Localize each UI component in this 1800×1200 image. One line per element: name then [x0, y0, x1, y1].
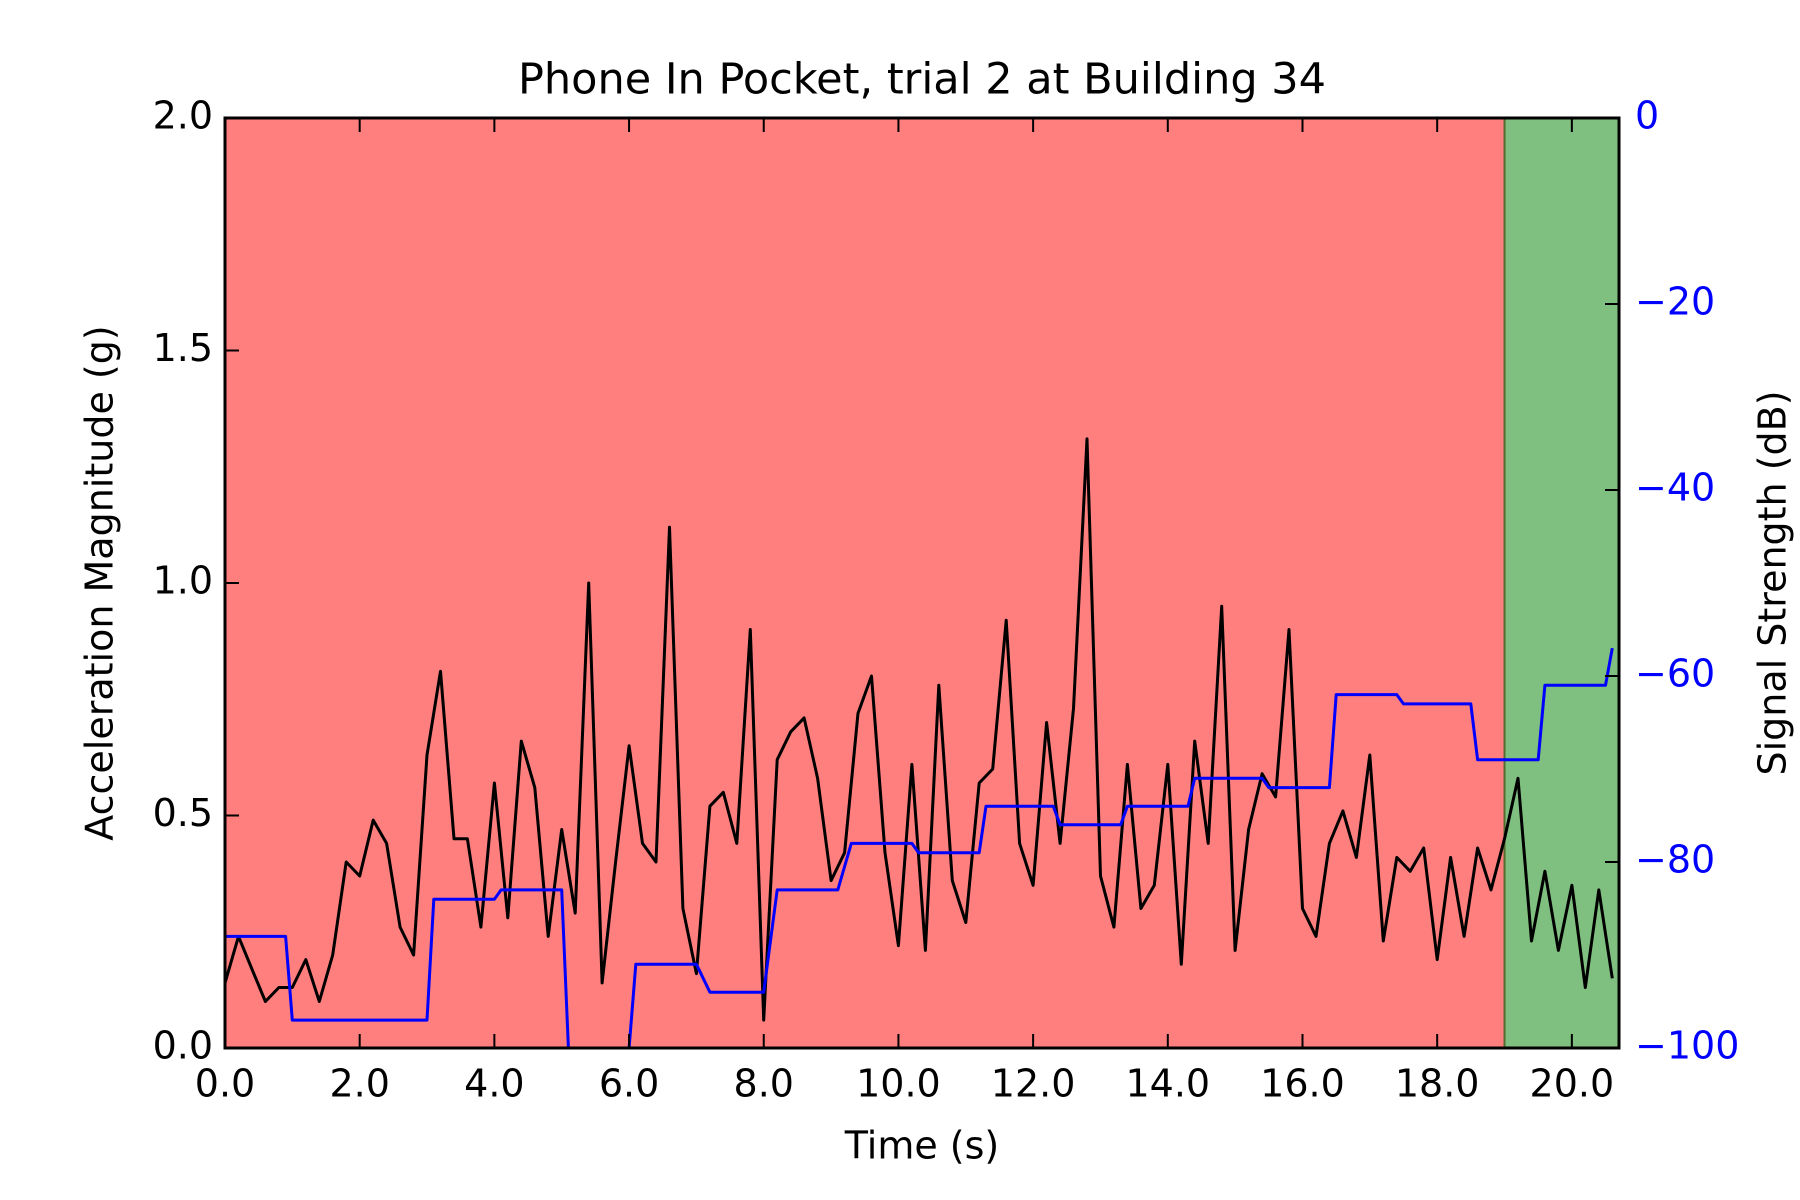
data-line [223, 437, 1614, 1022]
y2-tick-label: −100 [1635, 1024, 1739, 1068]
x-tick-label: 12.0 [991, 1062, 1076, 1106]
y2-axis-label: Signal Strength (dB) [1751, 390, 1795, 775]
chart-title: Phone In Pocket, trial 2 at Building 34 [518, 55, 1326, 105]
y2-tick-label: −40 [1635, 466, 1715, 510]
x-tick-label: 2.0 [329, 1062, 389, 1106]
x-tick-label: 4.0 [464, 1062, 524, 1106]
data-line [225, 647, 1614, 1050]
x-tick-label: 18.0 [1395, 1062, 1480, 1106]
shaded-region [225, 118, 1505, 1048]
y-tick-label: 2.0 [153, 94, 213, 138]
y2-tick-label: 0 [1635, 94, 1659, 138]
y-tick-label: 1.0 [153, 559, 213, 603]
x-tick-label: 10.0 [856, 1062, 941, 1106]
plot-area [223, 118, 1619, 1050]
x-tick-label: 20.0 [1530, 1062, 1615, 1106]
y-tick-label: 0.5 [153, 791, 213, 835]
x-tick-label: 16.0 [1260, 1062, 1345, 1106]
x-tick-label: 0.0 [195, 1062, 255, 1106]
x-tick-label: 8.0 [734, 1062, 794, 1106]
y-tick-label: 0.0 [153, 1024, 213, 1068]
y-axis-label: Acceleration Magnitude (g) [78, 325, 122, 840]
y2-tick-label: −80 [1635, 838, 1715, 882]
y2-tick-label: −60 [1635, 652, 1715, 696]
x-tick-label: 6.0 [599, 1062, 659, 1106]
y-tick-label: 1.5 [153, 326, 213, 370]
y2-tick-label: −20 [1635, 280, 1715, 324]
x-axis-label: Time (s) [844, 1124, 1000, 1168]
x-tick-label: 14.0 [1125, 1062, 1210, 1106]
